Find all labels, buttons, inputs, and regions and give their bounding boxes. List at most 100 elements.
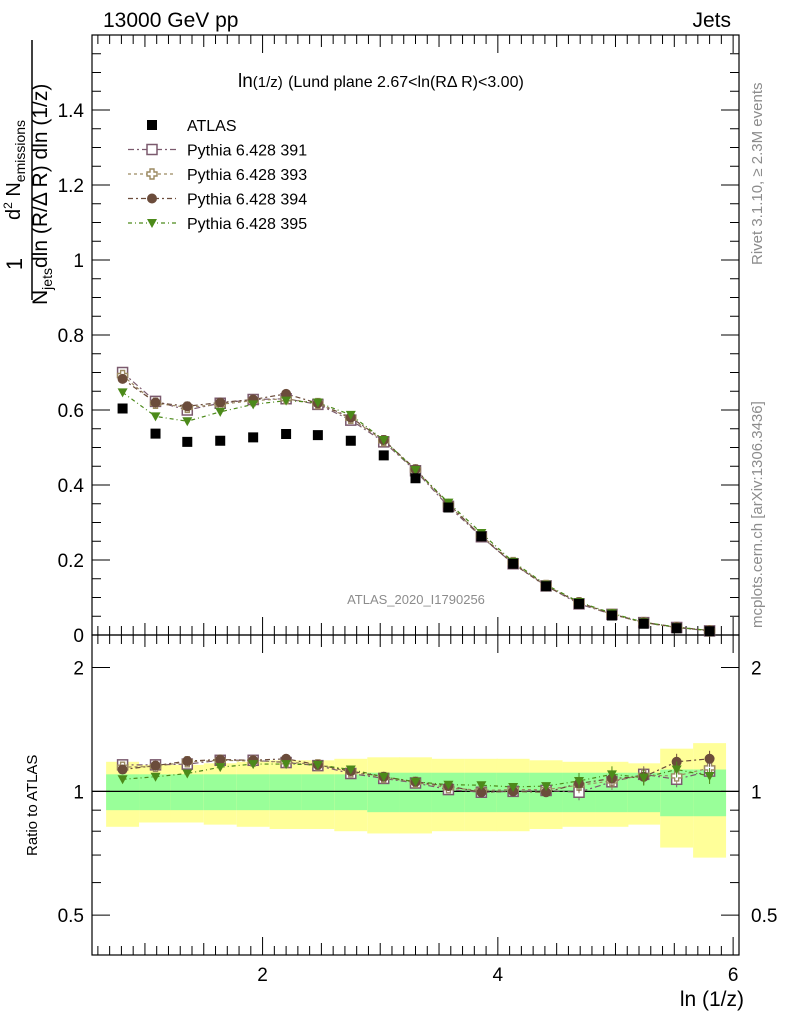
y-tick-label: 0.2 <box>58 551 84 572</box>
y-label-denominator: Njetsdln (R/Δ R) dln (1/z) <box>29 84 55 305</box>
ratio-point <box>704 753 715 764</box>
ratio-tick-label-right: 2 <box>751 659 762 680</box>
x-tick-label: 6 <box>728 965 739 986</box>
y-tick-label: 0.4 <box>58 476 85 497</box>
y-tick-label: 0.8 <box>58 326 84 347</box>
ratio-tick-label-left: 1 <box>73 782 84 803</box>
ratio-point <box>215 754 226 765</box>
ratio-point <box>410 777 421 787</box>
series-point <box>182 417 193 427</box>
ratio-band-inner <box>269 774 303 811</box>
main-axes: 0 0.2 0.4 0.6 0.8 1 1.2 1.4 <box>58 34 740 647</box>
series-point <box>150 412 161 422</box>
legend-label: ATLAS <box>187 118 237 135</box>
ratio-point <box>508 782 519 792</box>
series-point <box>150 397 161 408</box>
ratio-point <box>541 782 552 792</box>
data-point <box>638 618 649 629</box>
ratio-series <box>116 750 716 801</box>
data-point <box>574 598 585 609</box>
ratio-tick-label-left: 2 <box>73 659 84 680</box>
ratio-axes: 2 4 6 0.5 0.5 1 1 2 2 <box>58 634 777 986</box>
ratio-uncertainty-bands <box>106 743 727 858</box>
legend-label: Pythia 6.428 393 <box>187 167 307 184</box>
ratio-point <box>117 764 128 775</box>
y-tick-label: 0 <box>73 626 84 647</box>
main-y-axis-label: 1 Njetsdln (R/Δ R) dln (1/z) d2 Nemissio… <box>1 40 55 305</box>
x-tick-label: 2 <box>257 965 268 986</box>
y-label-numerator-one: 1 <box>2 258 27 270</box>
legend-marker <box>147 120 157 130</box>
mcplots-source-label: mcplots.cern.ch [arXiv:1306.3436] <box>749 401 766 628</box>
data-point <box>117 403 128 414</box>
data-point <box>281 429 292 439</box>
legend-label: Pythia 6.428 395 <box>187 216 307 233</box>
series-point <box>117 373 128 384</box>
ratio-point <box>150 772 161 782</box>
data-point <box>182 436 193 447</box>
ratio-point <box>574 776 585 786</box>
header-energy-label: 13000 GeV pp <box>103 9 238 32</box>
series-point <box>117 388 128 398</box>
ratio-point <box>117 775 128 785</box>
legend-marker <box>147 193 157 204</box>
data-point <box>476 531 487 542</box>
data-point <box>671 623 682 634</box>
x-axis-label: ln (1/z) <box>680 988 744 1011</box>
series-point <box>345 410 356 420</box>
ratio-point <box>638 773 649 783</box>
chart-title-main: ln <box>238 71 253 92</box>
ratio-point <box>606 770 617 780</box>
series-point <box>215 397 226 408</box>
ratio-band-inner <box>236 774 270 811</box>
data-point <box>606 610 617 621</box>
ratio-band-inner <box>203 774 237 811</box>
ratio-point <box>378 772 389 782</box>
ratio-band-inner <box>170 774 204 811</box>
ratio-band-inner <box>334 774 368 811</box>
series-point <box>410 466 421 475</box>
chart-title-sub: (1/z) <box>253 74 283 91</box>
data-point <box>410 473 421 484</box>
ratio-band-inner <box>301 774 335 811</box>
data-point <box>378 450 389 461</box>
legend: ATLAS Pythia 6.428 391 Pythia 6.428 393 Pyt… <box>128 118 307 233</box>
ratio-point <box>150 760 161 771</box>
ratio-point <box>704 771 715 781</box>
legend-marker <box>147 219 157 228</box>
data-point <box>345 435 356 446</box>
series-point <box>182 401 193 412</box>
header-process-label: Jets <box>692 9 731 32</box>
series-point <box>215 407 226 417</box>
ratio-tick-label-right: 0.5 <box>751 906 777 927</box>
ratio-point <box>443 780 454 790</box>
ratio-point <box>476 781 487 791</box>
x-tick-label: 4 <box>493 965 504 986</box>
y-label-numerator: d2 Nemissions <box>1 120 28 220</box>
chart-title-rest: (Lund plane 2.67<ln(RΔ R)<3.00) <box>288 74 524 91</box>
data-point <box>248 432 259 443</box>
ratio-point <box>182 756 193 767</box>
ratio-tick-label-left: 0.5 <box>58 906 84 927</box>
legend-label: Pythia 6.428 394 <box>187 192 307 209</box>
data-point <box>215 435 226 446</box>
ratio-point <box>281 760 292 770</box>
rivet-version-label: Rivet 3.1.10, ≥ 2.3M events <box>749 83 766 266</box>
ratio-point <box>248 760 259 770</box>
ratio-tick-label-right: 1 <box>751 782 762 803</box>
legend-marker <box>146 168 158 180</box>
data-point <box>704 626 715 637</box>
series-point <box>281 396 292 406</box>
chart-title: ln(1/z) (Lund plane 2.67<ln(RΔ R)<3.00) <box>238 71 524 92</box>
data-point <box>312 430 323 441</box>
analysis-watermark: ATLAS_2020_I1790256 <box>347 592 485 607</box>
data-point <box>508 558 519 569</box>
ratio-y-axis-label: Ratio to ATLAS <box>24 755 41 856</box>
data-point <box>150 428 161 439</box>
ratio-point <box>312 760 323 770</box>
y-tick-label: 1 <box>73 251 84 272</box>
series-point <box>312 398 323 408</box>
y-tick-label: 0.6 <box>58 401 84 422</box>
series-point <box>248 400 259 410</box>
